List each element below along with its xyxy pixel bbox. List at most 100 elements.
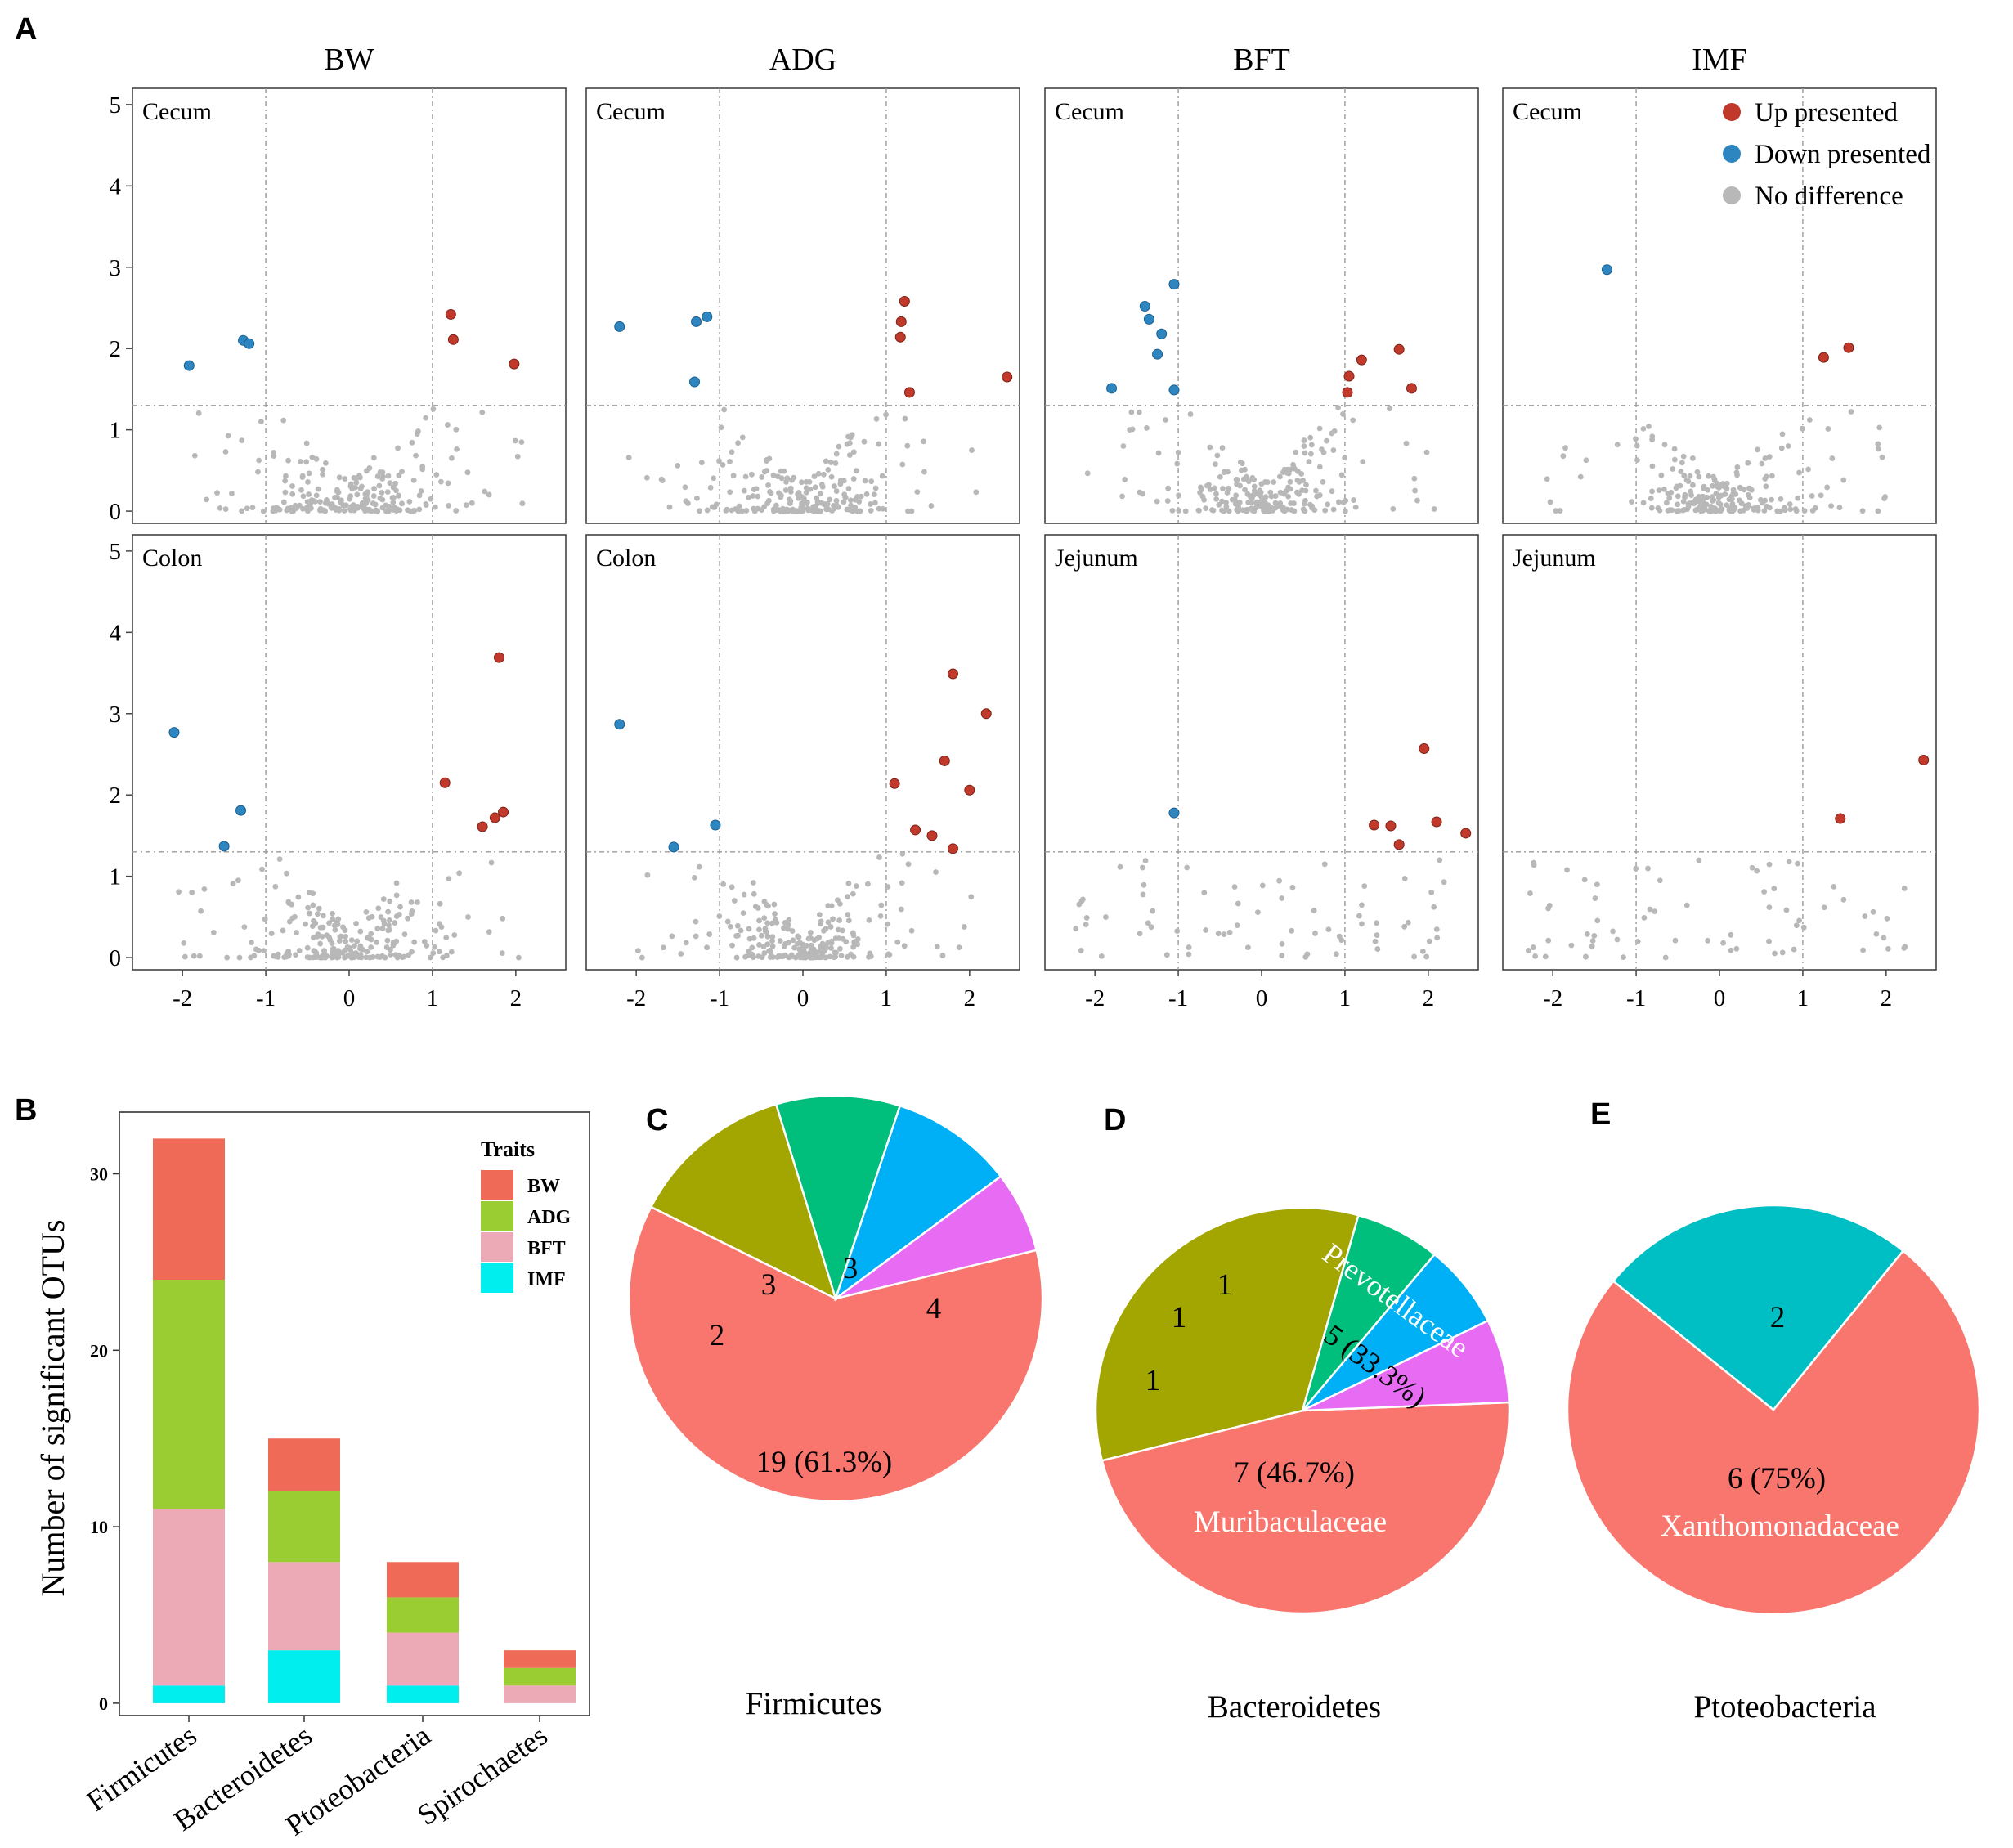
- nodiff-point: [833, 451, 840, 457]
- nodiff-point: [249, 505, 256, 511]
- nodiff-point: [749, 471, 755, 478]
- nodiff-point: [1215, 931, 1222, 937]
- nodiff-point: [735, 440, 741, 446]
- nodiff-point: [512, 437, 518, 444]
- nodiff-point: [1779, 949, 1786, 956]
- x-tick-label: 0: [1714, 985, 1726, 1011]
- bar-legend-label-adg: ADG: [527, 1207, 572, 1228]
- nodiff-point: [320, 913, 326, 919]
- nodiff-point: [1301, 437, 1307, 443]
- nodiff-point: [838, 953, 845, 959]
- nodiff-point: [1531, 859, 1537, 866]
- nodiff-point: [1226, 929, 1233, 935]
- nodiff-point: [863, 491, 870, 497]
- nodiff-point: [1284, 466, 1291, 473]
- nodiff-point: [724, 918, 731, 925]
- nodiff-point: [1785, 443, 1791, 449]
- nodiff-point: [336, 474, 343, 481]
- nodiff-point: [746, 948, 752, 954]
- nodiff-point: [1680, 498, 1687, 505]
- nodiff-point: [1545, 905, 1551, 912]
- nodiff-point: [1681, 506, 1688, 513]
- nodiff-point: [878, 902, 885, 908]
- nodiff-point: [1647, 906, 1653, 913]
- nodiff-point: [818, 954, 823, 961]
- nodiff-point: [1700, 499, 1706, 505]
- nodiff-point: [1621, 954, 1626, 961]
- nodiff-point: [780, 505, 786, 512]
- bar-segment-adg-firmicutes: [153, 1280, 225, 1509]
- nodiff-point: [1640, 500, 1647, 506]
- nodiff-point: [720, 462, 726, 468]
- bar-segment-imf-ptoteobacteria: [387, 1685, 459, 1703]
- nodiff-point: [437, 900, 443, 907]
- nodiff-point: [409, 439, 415, 446]
- nodiff-point: [1174, 928, 1181, 935]
- bar-segment-bft-firmicutes: [153, 1509, 225, 1686]
- nodiff-point: [846, 440, 853, 446]
- pie-c-slice-label: 2: [710, 1319, 725, 1352]
- pie-slice-xanthomonadaceae: [1566, 1249, 1981, 1616]
- nodiff-point: [388, 947, 393, 953]
- nodiff-point: [399, 500, 405, 507]
- nodiff-point: [330, 910, 336, 917]
- nodiff-point: [365, 490, 371, 496]
- nodiff-point: [411, 939, 418, 945]
- nodiff-point: [1150, 908, 1156, 914]
- pie-c-title: Firmicutes: [746, 1686, 882, 1721]
- nodiff-point: [758, 932, 764, 939]
- nodiff-point: [818, 921, 824, 927]
- nodiff-point: [1148, 924, 1154, 931]
- nodiff-point: [1614, 936, 1621, 943]
- nodiff-point: [297, 502, 303, 509]
- nodiff-point: [1306, 459, 1312, 465]
- nodiff-point: [311, 917, 316, 924]
- nodiff-point: [1244, 491, 1251, 497]
- nodiff-point: [319, 507, 325, 514]
- nodiff-point: [1223, 504, 1230, 510]
- nodiff-point: [1661, 442, 1668, 448]
- nodiff-point: [428, 496, 434, 502]
- nodiff-point: [364, 506, 370, 513]
- nodiff-point: [853, 883, 859, 890]
- nodiff-point: [709, 504, 715, 510]
- nodiff-point: [697, 508, 703, 514]
- nodiff-point: [1656, 487, 1662, 494]
- nodiff-point: [805, 505, 811, 512]
- nodiff-point: [445, 422, 451, 428]
- nodiff-point: [1154, 498, 1160, 505]
- nodiff-point: [414, 431, 420, 437]
- nodiff-point: [787, 953, 793, 960]
- nodiff-point: [354, 938, 361, 944]
- nodiff-point: [1809, 493, 1815, 499]
- nodiff-point: [360, 946, 365, 953]
- nodiff-point: [854, 468, 859, 474]
- nodiff-point: [1361, 883, 1368, 890]
- nodiff-point: [1290, 464, 1297, 471]
- nodiff-point: [845, 880, 852, 886]
- nodiff-point: [1301, 443, 1307, 449]
- panel-letter-c: C: [646, 1103, 668, 1137]
- tissue-label: Colon: [596, 545, 656, 572]
- y-tick-label: 3: [110, 702, 122, 728]
- nodiff-point: [1329, 488, 1335, 495]
- bar-legend-swatch-bw: [481, 1170, 513, 1200]
- nodiff-point: [685, 500, 691, 506]
- nodiff-point: [934, 944, 940, 950]
- nodiff-point: [1139, 864, 1145, 871]
- nodiff-point: [320, 466, 325, 473]
- nodiff-point: [1692, 507, 1699, 514]
- nodiff-point: [812, 484, 818, 491]
- nodiff-point: [1140, 491, 1145, 497]
- nodiff-point: [393, 892, 400, 899]
- nodiff-point: [786, 917, 792, 923]
- nodiff-point: [746, 494, 751, 500]
- pie-chart-ptoteobacteria: 6 (75%) Xanthomonadaceae 2 Ptoteobacteria: [1566, 1204, 1981, 1725]
- nodiff-point: [1881, 935, 1887, 941]
- nodiff-point: [1658, 472, 1665, 478]
- column-title-bft: BFT: [1233, 43, 1290, 77]
- nodiff-point: [284, 870, 289, 877]
- nodiff-point: [1640, 425, 1647, 432]
- nodiff-point: [366, 935, 373, 942]
- y-tick-label: 4: [110, 173, 122, 200]
